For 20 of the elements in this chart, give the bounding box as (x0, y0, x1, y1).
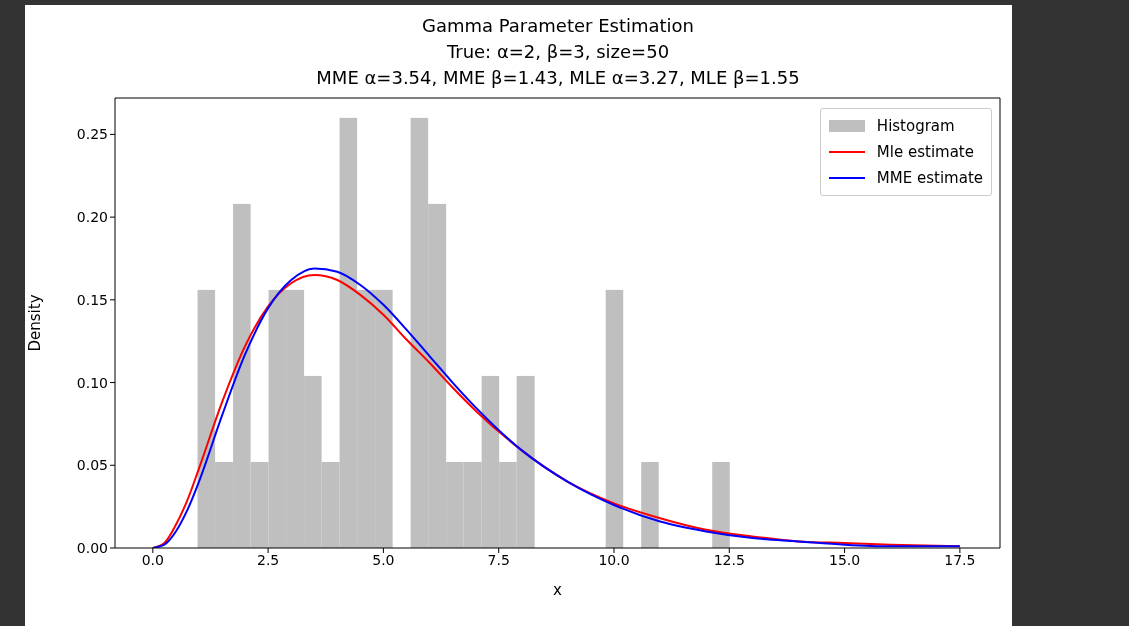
x-tick-label: 7.5 (487, 551, 510, 568)
y-tick-label: 0.00 (76, 539, 108, 556)
y-axis-title: Density (26, 294, 45, 352)
x-tick-label: 5.0 (372, 551, 395, 568)
x-axis-title: x (553, 580, 563, 599)
y-tick-label: 0.10 (76, 374, 108, 391)
x-tick-label: 2.5 (256, 551, 280, 568)
y-tick-label: 0.25 (76, 126, 108, 143)
legend-label: MME estimate (876, 169, 983, 187)
x-tick-label: 12.5 (713, 551, 745, 568)
x-tick-label: 15.0 (829, 551, 861, 568)
y-tick-label: 0.15 (76, 291, 108, 308)
x-tick-label: 10.0 (598, 551, 630, 568)
chart-title: Gamma Parameter Estimation True: α=2, β=3, size=50 MME α=3.54, MME β=1.43, MLE α=3.27, MLE β=1.55 (315, 14, 801, 90)
legend-label: Histogram (876, 117, 955, 135)
y-tick-label: 0.05 (76, 457, 108, 474)
legend-label: Mle estimate (876, 143, 974, 161)
x-tick-label: 17.5 (944, 551, 976, 568)
y-tick-label: 0.20 (76, 209, 108, 226)
x-tick-label: 0.0 (141, 551, 164, 568)
